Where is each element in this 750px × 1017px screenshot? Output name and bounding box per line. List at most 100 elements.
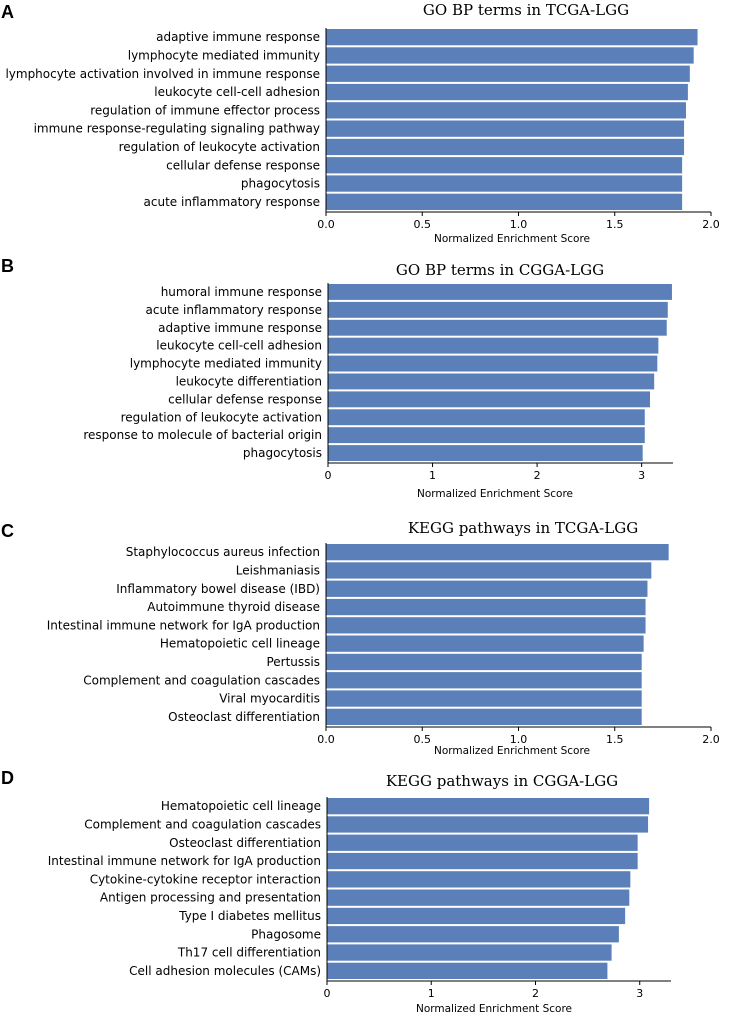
category-label: cellular defense response (168, 392, 322, 406)
category-label: Type I diabetes mellitus (178, 909, 321, 923)
tick-label: 0.0 (317, 733, 335, 746)
bar (327, 834, 638, 851)
bar (326, 29, 698, 46)
category-label: lymphocyte activation involved in immune… (5, 67, 320, 81)
category-label: Complement and coagulation cascades (83, 673, 320, 687)
category-label: humoral immune response (161, 285, 322, 299)
tick-label: 3 (638, 469, 645, 482)
bar (326, 175, 683, 192)
bar (328, 355, 658, 372)
panel-letter: A (1, 2, 14, 22)
bar (328, 373, 655, 390)
bar-group (328, 284, 672, 461)
tick-label: 0 (325, 469, 332, 482)
category-label: Osteoclast differentiation (169, 836, 321, 850)
tick-label: 1 (429, 469, 436, 482)
x-axis-label: Normalized Enrichment Score (416, 1003, 572, 1015)
panel-letter: D (1, 768, 14, 788)
bar (326, 562, 652, 579)
bar (326, 653, 642, 671)
tick-label: 1.0 (510, 733, 528, 746)
category-label: Phagosome (251, 927, 321, 941)
chart-title: GO BP terms in CGGA-LGG (396, 261, 604, 279)
category-label: lymphocyte mediated immunity (128, 48, 320, 62)
chart-title: GO BP terms in TCGA-LGG (423, 1, 629, 19)
category-label: Th17 cell differentiation (177, 946, 321, 960)
tick-label: 1 (428, 987, 435, 1000)
panel-letter: C (1, 521, 14, 541)
tick-label: 0 (324, 987, 331, 1000)
category-label: Hematopoietic cell lineage (160, 637, 320, 651)
category-label: Osteoclast differentiation (168, 710, 320, 724)
chart-title: KEGG pathways in CGGA-LGG (386, 772, 618, 790)
bar-group (327, 798, 650, 979)
category-labels: humoral immune response acute inflammator… (83, 285, 322, 460)
bar (326, 580, 648, 597)
category-label: acute inflammatory response (146, 303, 322, 317)
category-label: Antigen processing and presentation (100, 891, 321, 905)
tick-label: 2 (534, 469, 541, 482)
category-label: Cytokine-cytokine receptor interaction (90, 872, 321, 886)
bar (328, 409, 645, 426)
bar (326, 708, 642, 725)
bar (327, 852, 638, 870)
tick-label: 2 (532, 987, 539, 1000)
bar (327, 889, 630, 906)
tick-label: 0.5 (414, 218, 432, 231)
bar (326, 598, 646, 616)
category-label: Complement and coagulation cascades (84, 817, 321, 831)
category-label: cellular defense response (166, 158, 320, 172)
category-label: phagocytosis (243, 446, 322, 460)
panel-letter: B (1, 256, 14, 276)
bar (328, 301, 668, 318)
x-axis-label: Normalized Enrichment Score (417, 488, 573, 500)
bar (326, 65, 690, 82)
category-labels: Staphylococcus aureus infection Leishmani… (47, 545, 320, 724)
category-label: immune response-regulating signaling pat… (34, 122, 320, 136)
tick-label: 1.5 (606, 733, 624, 746)
bar (328, 337, 659, 354)
category-label: Inflammatory bowel disease (IBD) (116, 582, 320, 596)
bar (326, 102, 686, 119)
tick-label: 0.5 (414, 733, 432, 746)
x-axis-label: Normalized Enrichment Score (434, 745, 590, 757)
category-label: Staphylococcus aureus infection (126, 545, 320, 559)
category-label: adaptive immune response (158, 321, 322, 335)
bar (327, 816, 649, 833)
bar (328, 284, 672, 300)
tick-label: 0.0 (317, 218, 335, 231)
bar (326, 120, 685, 137)
category-label: Autoimmune thyroid disease (147, 600, 320, 614)
tick-label: 2.0 (702, 218, 720, 231)
x-ticks: 0.0 0.5 1.0 1.5 2.0 (317, 727, 720, 746)
chart-title: KEGG pathways in TCGA-LGG (408, 519, 638, 537)
category-label: Intestinal immune network for IgA produc… (47, 618, 320, 632)
bar (327, 798, 650, 815)
bar (326, 635, 644, 652)
category-label: leukocyte differentiation (176, 374, 322, 388)
category-label: leukocyte cell-cell adhesion (156, 339, 322, 353)
x-ticks: 0.0 0.5 1.0 1.5 2.0 (317, 212, 720, 231)
bar (326, 157, 683, 174)
bar (326, 193, 683, 210)
category-label: Intestinal immune network for IgA produc… (48, 854, 321, 868)
x-axis-label: Normalized Enrichment Score (434, 233, 590, 245)
tick-label: 1.5 (606, 218, 624, 231)
category-label: acute inflammatory response (144, 195, 320, 209)
category-labels: adaptive immune response lymphocyte media… (5, 30, 320, 209)
category-label: Hematopoietic cell lineage (161, 799, 321, 813)
category-label: Pertussis (266, 655, 320, 669)
category-label: Cell adhesion molecules (CAMs) (129, 964, 321, 978)
panel-a: A GO BP terms in TCGA-LGG adaptive immun… (1, 1, 720, 245)
category-label: regulation of immune effector process (90, 103, 320, 117)
x-ticks: 0 1 2 3 (324, 981, 643, 1000)
category-label: regulation of leukocyte activation (121, 410, 322, 424)
category-label: lymphocyte mediated immunity (130, 357, 322, 371)
bar (326, 83, 688, 101)
tick-label: 2.0 (702, 733, 720, 746)
bar (326, 47, 694, 64)
bar (326, 138, 685, 156)
bar (326, 617, 646, 634)
bar (328, 391, 650, 408)
